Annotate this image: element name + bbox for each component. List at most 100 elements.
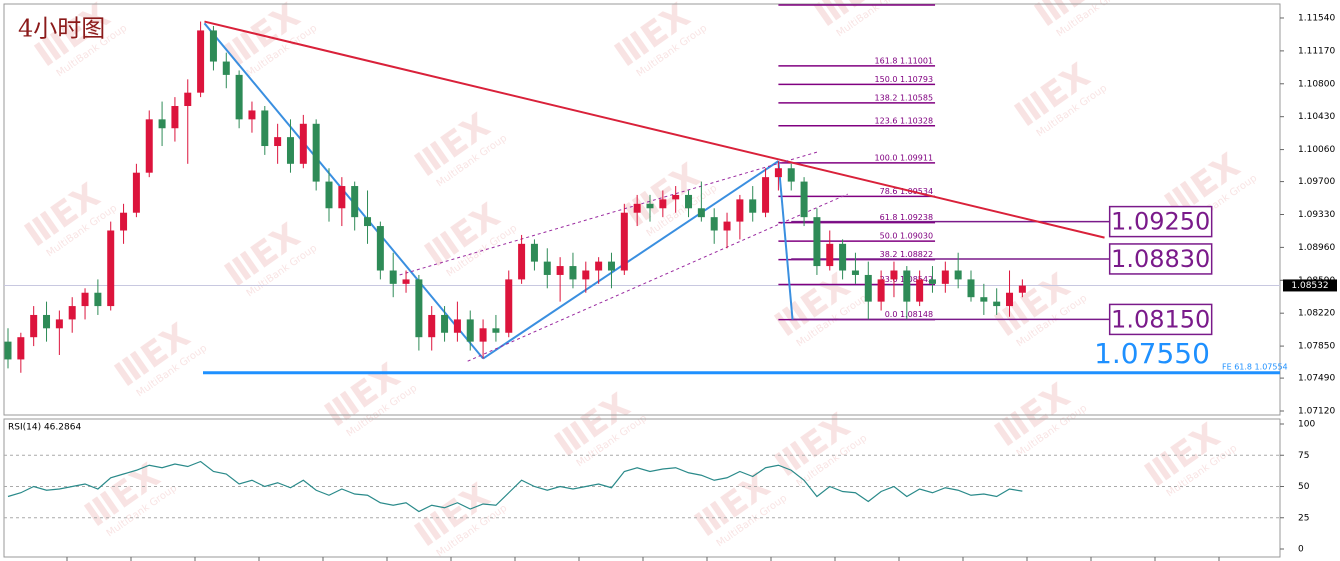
- candle-body: [81, 292, 89, 307]
- y-tick-label: 1.07850: [1298, 342, 1335, 352]
- rsi-tick-label: 50: [1298, 482, 1310, 492]
- candle-body: [813, 217, 821, 267]
- candle-body: [184, 92, 192, 107]
- candle-body: [916, 279, 924, 302]
- candle-body: [556, 266, 564, 275]
- y-tick-label: 1.10430: [1298, 112, 1335, 122]
- candle-body: [800, 181, 808, 218]
- candle-body: [389, 270, 397, 284]
- candle-body: [518, 243, 526, 280]
- candle-body: [685, 194, 693, 209]
- candle-body: [723, 221, 731, 231]
- fib-label: 50.0 1.09030: [880, 232, 933, 241]
- y-tick-label: 1.08960: [1298, 243, 1335, 253]
- candle-body: [235, 74, 243, 120]
- candle-body: [646, 203, 654, 209]
- candle-body: [145, 119, 153, 173]
- candle-body: [171, 106, 179, 129]
- candle-body: [338, 186, 346, 209]
- rsi-plot: [4, 454, 1280, 519]
- candle-body: [530, 243, 538, 262]
- candle-body: [453, 319, 461, 333]
- candle-body: [993, 301, 1001, 307]
- last-price-tag: [1283, 279, 1337, 292]
- candle-body: [4, 341, 12, 360]
- fib-label: 150.0 1.10793: [875, 75, 934, 84]
- fib-label: 161.8 1.11001: [875, 56, 934, 65]
- main-panel: [3, 3, 1281, 416]
- rsi-label: RSI(14) 46.2864: [8, 423, 81, 433]
- candle-body: [582, 270, 590, 280]
- candle-body: [1006, 292, 1014, 307]
- candle-body: [607, 261, 615, 271]
- candle-body: [43, 314, 51, 329]
- candle-body: [68, 306, 76, 320]
- level-box: [1108, 303, 1213, 336]
- candle-body: [274, 137, 282, 147]
- trendline: [777, 161, 794, 320]
- fib-label: 38.2 1.08822: [880, 250, 933, 259]
- candle-body: [851, 270, 859, 275]
- fib-label: 0.0 1.08148: [885, 310, 933, 319]
- candle-body: [261, 110, 269, 147]
- candle-body: [672, 194, 680, 200]
- rsi-tick-label: 100: [1298, 420, 1315, 430]
- candle-body: [479, 328, 487, 342]
- candle-body: [569, 266, 577, 280]
- level-box: [1108, 205, 1213, 238]
- rsi-tick-label: 0: [1298, 545, 1304, 555]
- candle-body: [492, 328, 500, 333]
- candle-body: [954, 270, 962, 280]
- candle-body: [364, 217, 372, 227]
- candle-body: [697, 208, 705, 218]
- y-tick-label: 1.07120: [1298, 406, 1335, 416]
- candle-body: [787, 168, 795, 182]
- candle-body: [402, 279, 410, 284]
- trendline: [204, 20, 1105, 239]
- candle-body: [120, 212, 128, 231]
- candle-body: [351, 186, 359, 218]
- y-tick-label: 1.08220: [1298, 309, 1335, 319]
- y-tick-label: 1.07490: [1298, 374, 1335, 384]
- candle-body: [762, 177, 770, 213]
- candle-body: [248, 110, 256, 120]
- trendline: [399, 150, 820, 276]
- y-tick-label: 1.09700: [1298, 177, 1335, 187]
- rsi-tick-label: 75: [1298, 451, 1309, 461]
- candle-body: [774, 168, 782, 178]
- candle-body: [543, 261, 551, 275]
- level-label: 1.09250: [1111, 208, 1210, 236]
- candle-body: [376, 226, 384, 271]
- trendline: [482, 160, 779, 360]
- y-tick-label: 1.10060: [1298, 145, 1335, 155]
- candle-body: [312, 123, 320, 182]
- candle-body: [55, 319, 63, 329]
- candle-body: [158, 119, 166, 129]
- chart-title: 4小时图: [18, 15, 105, 43]
- candle-body: [595, 261, 603, 271]
- candle-body: [1018, 285, 1026, 293]
- candle-body: [620, 212, 628, 271]
- level-box: [1108, 243, 1213, 275]
- y-tick-label: 1.11170: [1298, 46, 1335, 56]
- candle-body: [325, 181, 333, 209]
- candle-body: [890, 270, 898, 280]
- candle-body: [428, 314, 436, 338]
- rsi-panel: [3, 418, 1281, 558]
- candle-body: [736, 199, 744, 222]
- candle-body: [749, 199, 757, 213]
- candle-body: [928, 279, 936, 284]
- level-label: 1.08150: [1111, 305, 1210, 333]
- fib-label: 138.2 1.10585: [875, 93, 934, 102]
- candle-body: [30, 314, 38, 338]
- candle-body: [505, 279, 513, 333]
- fib-label: 78.6 1.09534: [880, 187, 933, 196]
- y-tick-label: 1.11540: [1298, 13, 1335, 23]
- candle-body: [94, 292, 102, 307]
- level-label: 1.08830: [1111, 245, 1210, 273]
- candle-body: [967, 279, 975, 298]
- candle-body: [415, 279, 423, 338]
- y-tick-label: 1.09330: [1298, 210, 1335, 220]
